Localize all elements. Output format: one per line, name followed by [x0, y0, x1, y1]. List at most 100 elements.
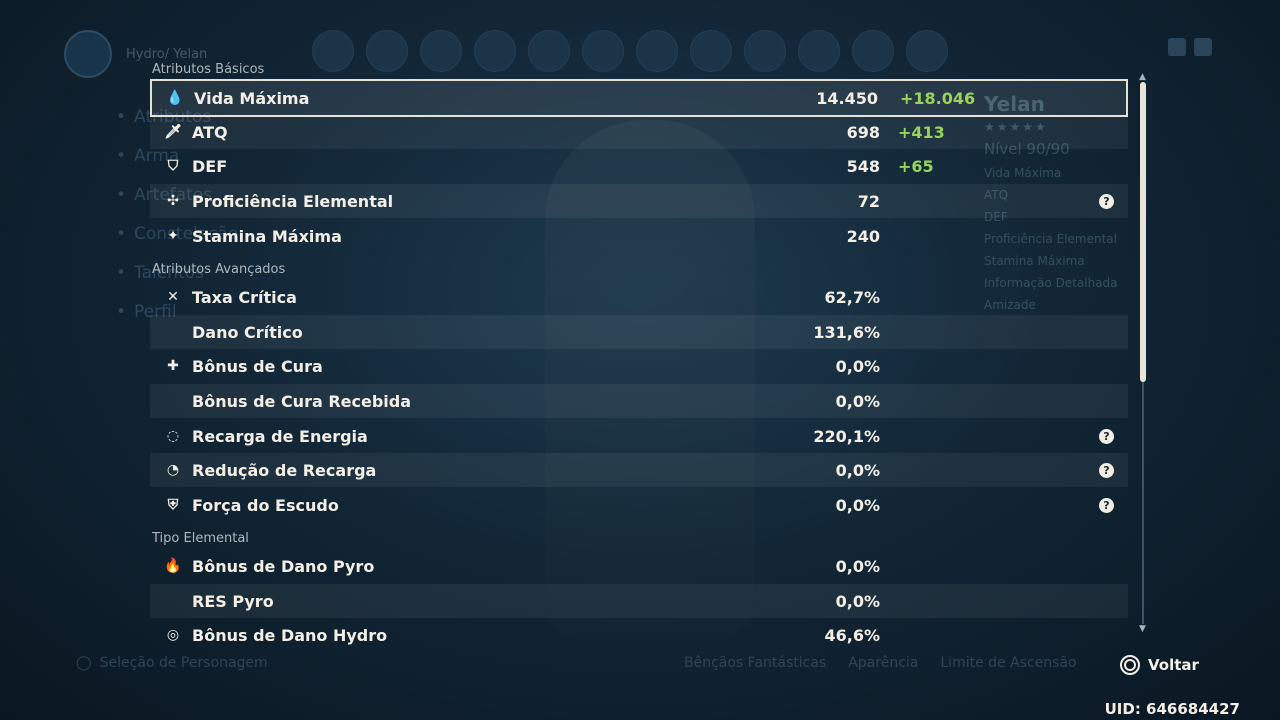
character-portrait — [474, 30, 516, 72]
healing-bonus-icon: ✚ — [167, 358, 179, 374]
player-uid: UID: 646684427 — [1104, 700, 1240, 718]
stat-row[interactable]: RES Pyro 0,0% — [150, 584, 1128, 618]
stat-row[interactable]: 💧 Vida Máxima 14.450 +18.046 — [150, 79, 1128, 117]
detailed-attributes-panel[interactable]: Atributos Básicos 💧 Vida Máxima 14.450 +18.… — [150, 60, 1130, 645]
stat-value: 0,0% — [835, 556, 880, 576]
bg-menu-item: Arma — [116, 137, 238, 176]
stat-row[interactable]: ⛨ Força do Escudo 0,0%? — [150, 488, 1128, 522]
stat-label: Taxa Crítica — [192, 287, 297, 307]
stat-row[interactable]: ◌ Recarga de Energia 220,1%? — [150, 419, 1128, 453]
stat-value: 72 — [857, 191, 880, 211]
scroll-down-icon[interactable]: ▼ — [1139, 624, 1146, 634]
bg-menu-item: Perfil — [116, 293, 238, 332]
stat-value: 131,6% — [813, 322, 880, 342]
crit-rate-icon: ✕ — [167, 289, 179, 305]
stat-row[interactable]: ⛉ DEF 548 +65 — [150, 149, 1128, 183]
stat-row[interactable]: ◔ Redução de Recarga 0,0%? — [150, 453, 1128, 487]
pyro-icon: 🔥 — [164, 558, 182, 574]
background-character-info: Yelan ★★★★★ Nível 90/90 Vida Máxima ATQ … — [984, 92, 1144, 312]
scroll-thumb[interactable] — [1140, 82, 1146, 382]
bg-menu-item: Talentos — [116, 254, 238, 293]
bg-info-line: Vida Máxima — [984, 166, 1062, 180]
stat-label: Bônus de Cura Recebida — [192, 391, 412, 411]
stat-label: Vida Máxima — [194, 88, 310, 108]
stat-label: Bônus de Dano Hydro — [192, 625, 388, 645]
party-portraits — [312, 30, 948, 72]
character-portrait — [690, 30, 732, 72]
bg-button-glyph-icon: ◯ — [76, 655, 92, 671]
bg-info-line: Amizade — [984, 298, 1036, 312]
background-header: Hydro/ Yelan — [64, 30, 207, 78]
back-button[interactable]: Voltar — [1120, 655, 1199, 675]
scroll-up-icon[interactable]: ▲ — [1139, 72, 1146, 82]
stat-value: 0,0% — [835, 460, 880, 480]
stats-scrollbar[interactable]: ▲ ▼ — [1139, 72, 1146, 634]
character-portrait — [906, 30, 948, 72]
stat-row[interactable]: ◎ Bônus de Dano Hydro 46,6% — [150, 618, 1128, 645]
stat-row[interactable]: 🔥 Bônus de Dano Pyro 0,0% — [150, 549, 1128, 583]
character-portrait — [528, 30, 570, 72]
stat-row[interactable]: ✦ Stamina Máxima 240 — [150, 219, 1128, 253]
stat-value: 0,0% — [835, 356, 880, 376]
stat-row[interactable]: ✣ Proficiência Elemental 72? — [150, 184, 1128, 218]
circle-button-icon — [1120, 655, 1140, 675]
stat-bonus: +65 — [898, 156, 934, 176]
character-portrait — [312, 30, 354, 72]
stat-value: 0,0% — [835, 495, 880, 515]
bg-menu-item: Constelação — [116, 215, 238, 254]
stat-value: 548 — [846, 156, 880, 176]
stat-label: Dano Crítico — [192, 322, 303, 342]
stat-value: 698 — [846, 122, 880, 142]
bg-character-name: Yelan — [984, 92, 1045, 116]
stat-label: DEF — [192, 156, 228, 176]
bg-character-level: Nível 90/90 — [984, 140, 1070, 158]
background-menu: Atributos Arma Artefatos Constelação Tal… — [116, 98, 238, 332]
shield-strength-icon: ⛨ — [167, 497, 179, 513]
stat-row[interactable]: Dano Crítico 131,6% — [150, 315, 1128, 349]
character-portrait — [636, 30, 678, 72]
edit-icon — [1168, 38, 1186, 56]
energy-recharge-icon: ◌ — [166, 428, 180, 444]
bg-info-line: Informação Detalhada — [984, 276, 1118, 290]
stat-row[interactable]: Bônus de Cura Recebida 0,0% — [150, 384, 1128, 418]
character-portrait — [852, 30, 894, 72]
settings-icon — [1194, 38, 1212, 56]
stat-label: Bônus de Cura — [192, 356, 323, 376]
bg-character-select-hint: ◯ Seleção de Personagem — [76, 655, 268, 671]
hydro-icon: ◎ — [166, 627, 180, 643]
section-title-basic: Atributos Básicos — [152, 62, 265, 77]
bg-hint: Aparência — [848, 655, 919, 671]
stat-label: Proficiência Elemental — [192, 191, 394, 211]
elemental-mastery-icon: ✣ — [167, 193, 179, 209]
character-model-silhouette — [545, 120, 755, 640]
stat-row[interactable]: ✚ Bônus de Cura 0,0% — [150, 349, 1128, 383]
character-portrait — [420, 30, 462, 72]
bg-character-select-label: Seleção de Personagem — [99, 655, 268, 671]
bg-menu-item: Artefatos — [116, 176, 238, 215]
help-icon[interactable]: ? — [1099, 193, 1114, 209]
stat-row[interactable]: ✕ Taxa Crítica 62,7% — [150, 280, 1128, 314]
stat-value: 240 — [846, 226, 880, 246]
help-icon[interactable]: ? — [1099, 428, 1114, 444]
bg-info-line: Stamina Máxima — [984, 254, 1085, 268]
character-portrait — [582, 30, 624, 72]
bg-info-line: Proficiência Elemental — [984, 232, 1117, 246]
stat-value: 14.450 — [816, 88, 878, 108]
hydro-element-badge-icon — [64, 30, 112, 78]
character-portrait — [744, 30, 786, 72]
section-title-advanced: Atributos Avançados — [152, 262, 286, 277]
cd-reduction-icon: ◔ — [166, 462, 180, 478]
character-portrait — [798, 30, 840, 72]
stat-row[interactable]: 🗡 ATQ 698 +413 — [150, 115, 1128, 149]
stat-label: Redução de Recarga — [192, 460, 377, 480]
character-portrait — [366, 30, 408, 72]
help-icon[interactable]: ? — [1099, 497, 1114, 513]
stat-value: 62,7% — [824, 287, 880, 307]
stat-bonus: +413 — [898, 122, 945, 142]
stat-value: 0,0% — [835, 591, 880, 611]
stat-label: RES Pyro — [192, 591, 274, 611]
help-icon[interactable]: ? — [1099, 462, 1114, 478]
stat-value: 0,0% — [835, 391, 880, 411]
bg-hint: Bênçãos Fantásticas — [684, 655, 827, 671]
